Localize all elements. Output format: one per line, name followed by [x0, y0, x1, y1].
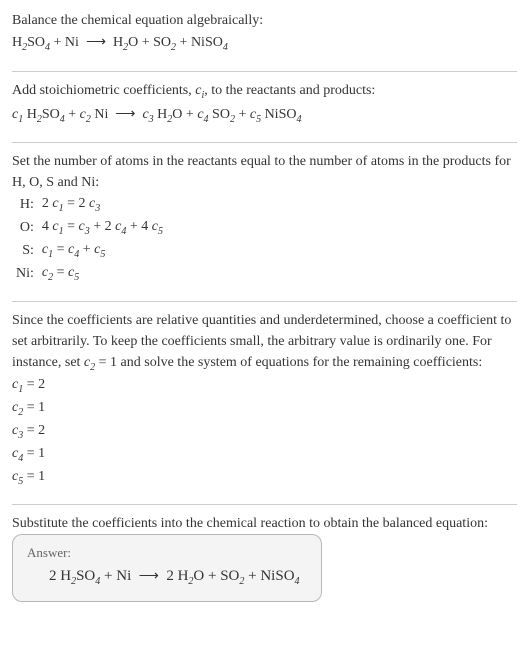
step1-text: Add stoichiometric coefficients, ci, to …: [12, 80, 517, 103]
step1-equation: c1 H2SO4 + c2 Ni ⟶ c3 H2O + c4 SO2 + c5 …: [12, 103, 517, 127]
ci-symbol: ci: [195, 83, 204, 98]
atom-eq: c1 = c4 + c5: [38, 239, 167, 262]
answer-equation: 2 H2SO4 + Ni ⟶ 2 H2O + SO2 + NiSO4: [27, 567, 307, 587]
coeff-line: c4 = 1: [12, 443, 517, 466]
step2-text: Set the number of atoms in the reactants…: [12, 151, 517, 193]
c2-symbol: c2: [84, 355, 95, 370]
table-row: O: 4 c1 = c3 + 2 c4 + 4 c5: [12, 216, 167, 239]
divider: [12, 71, 517, 72]
divider: [12, 504, 517, 505]
step2-section: Set the number of atoms in the reactants…: [12, 147, 517, 296]
coeff-line: c1 = 2: [12, 374, 517, 397]
atom-label: S:: [12, 239, 38, 262]
table-row: S: c1 = c4 + c5: [12, 239, 167, 262]
step4-section: Substitute the coefficients into the che…: [12, 509, 517, 614]
atom-label: H:: [12, 193, 38, 216]
coeff-line: c3 = 2: [12, 420, 517, 443]
atom-balance-table: H: 2 c1 = 2 c3 O: 4 c1 = c3 + 2 c4 + 4 c…: [12, 193, 167, 284]
intro-section: Balance the chemical equation algebraica…: [12, 6, 517, 67]
divider: [12, 301, 517, 302]
answer-box: Answer: 2 H2SO4 + Ni ⟶ 2 H2O + SO2 + NiS…: [12, 534, 322, 602]
coefficient-values: c1 = 2 c2 = 1 c3 = 2 c4 = 1 c5 = 1: [12, 374, 517, 488]
atom-label: Ni:: [12, 262, 38, 285]
page-container: Balance the chemical equation algebraica…: [0, 0, 529, 626]
atom-eq: c2 = c5: [38, 262, 167, 285]
intro-prompt: Balance the chemical equation algebraica…: [12, 10, 517, 31]
atom-eq: 2 c1 = 2 c3: [38, 193, 167, 216]
coeff-line: c5 = 1: [12, 466, 517, 489]
step1-text-b: , to the reactants and products:: [204, 83, 375, 98]
intro-equation: H2SO4 + Ni ⟶ H2O + SO2 + NiSO4: [12, 31, 517, 55]
atom-label: O:: [12, 216, 38, 239]
step3-text: Since the coefficients are relative quan…: [12, 310, 517, 375]
step3-section: Since the coefficients are relative quan…: [12, 306, 517, 501]
step1-text-a: Add stoichiometric coefficients,: [12, 83, 195, 98]
coeff-line: c2 = 1: [12, 397, 517, 420]
table-row: H: 2 c1 = 2 c3: [12, 193, 167, 216]
step1-section: Add stoichiometric coefficients, ci, to …: [12, 76, 517, 139]
step4-text: Substitute the coefficients into the che…: [12, 513, 517, 534]
step3-text-b: = 1 and solve the system of equations fo…: [95, 355, 482, 370]
divider: [12, 142, 517, 143]
table-row: Ni: c2 = c5: [12, 262, 167, 285]
answer-label: Answer:: [27, 545, 307, 561]
atom-eq: 4 c1 = c3 + 2 c4 + 4 c5: [38, 216, 167, 239]
